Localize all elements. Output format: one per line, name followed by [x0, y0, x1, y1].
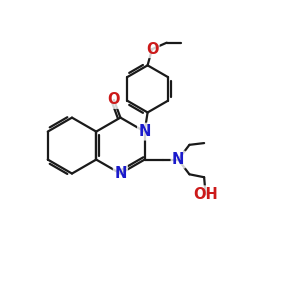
Text: O: O: [108, 92, 120, 107]
Text: N: N: [172, 152, 184, 167]
Text: N: N: [114, 166, 127, 181]
Text: O: O: [146, 42, 158, 57]
Text: N: N: [139, 124, 151, 139]
Text: OH: OH: [193, 187, 218, 202]
